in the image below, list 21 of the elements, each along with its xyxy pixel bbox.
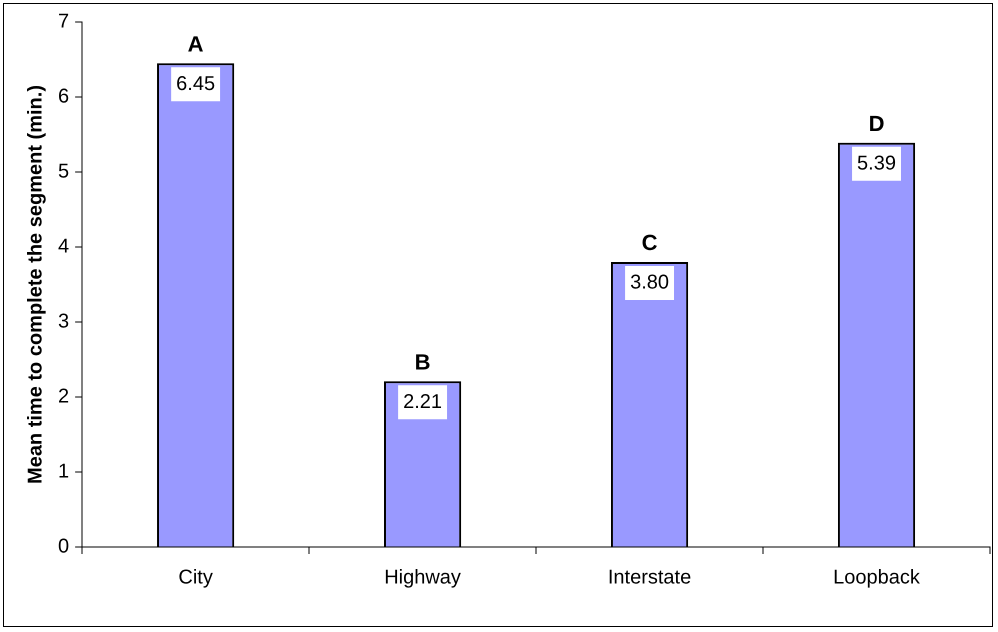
y-tick-label: 4 [58, 236, 70, 258]
y-tick-label: 5 [58, 160, 70, 183]
data-label: 3.80 [630, 272, 670, 294]
data-label: 2.21 [403, 390, 442, 413]
y-tick-label: 1 [58, 460, 70, 483]
annotation: A [188, 31, 204, 56]
y-tick-label: 3 [58, 310, 70, 333]
y-tick-label: 0 [58, 536, 70, 558]
x-tick-label: Interstate [608, 566, 692, 589]
annotation: C [642, 230, 658, 256]
data-label: 6.45 [176, 72, 216, 95]
y-axis-title: Mean time to complete the segment (min.) [24, 85, 47, 484]
y-tick-label: 7 [58, 10, 70, 33]
data-label: 5.39 [857, 152, 896, 174]
annotation: D [868, 110, 884, 136]
x-tick-label: Highway [384, 566, 461, 589]
x-tick-label: City [178, 566, 213, 589]
annotation: B [414, 349, 431, 374]
x-tick-label: Loopback [833, 566, 921, 589]
y-tick-label: 2 [58, 386, 70, 408]
y-tick-label: 6 [58, 86, 70, 108]
